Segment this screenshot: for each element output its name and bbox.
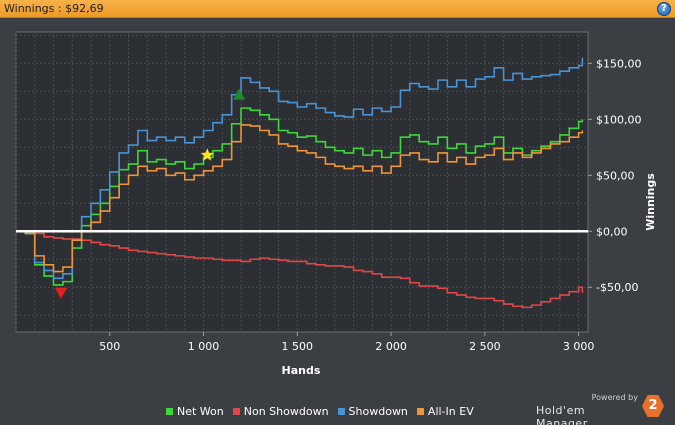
y-axis-title: Winnings: [644, 173, 657, 231]
y-tick-label: $100,00: [596, 113, 642, 126]
x-tick-label: 3 000: [563, 340, 595, 353]
series-group: [16, 57, 584, 309]
title-bar: Winnings : $92,69 ?: [0, 0, 675, 18]
y-tick-label: -$50,00: [596, 281, 638, 294]
x-axis-ticks: 500 1 000 1 500 2 000 2 500 3 000: [99, 332, 594, 353]
y-tick-label: $50,00: [596, 169, 635, 182]
brand: Powered by Hold'em Manager 2: [536, 393, 666, 425]
legend-item-all-in-ev[interactable]: All-In EV: [416, 404, 474, 418]
legend: Net Won Non Showdown Showdown All-In EV: [166, 404, 483, 418]
legend-label: Showdown: [348, 404, 408, 418]
help-icon[interactable]: ?: [657, 2, 671, 16]
legend-label: Non Showdown: [243, 404, 329, 418]
hm2-logo-icon: 2: [642, 395, 664, 417]
x-axis-title: Hands: [282, 364, 321, 377]
markers: [55, 88, 246, 299]
low-point-marker: [55, 287, 68, 299]
x-tick-label: 2 000: [375, 340, 407, 353]
x-tick-label: 1 000: [188, 340, 220, 353]
powered-by-text: Powered by: [591, 393, 638, 402]
legend-item-showdown[interactable]: Showdown: [337, 404, 408, 418]
legend-item-non-showdown[interactable]: Non Showdown: [232, 404, 329, 418]
legend-swatch: [416, 407, 424, 415]
legend-label: All-In EV: [427, 404, 474, 418]
winnings-chart: 500 1 000 1 500 2 000 2 500 3 000 $150,00 $100…: [0, 19, 675, 399]
high-point-marker: [233, 88, 246, 100]
legend-swatch: [337, 407, 345, 415]
brand-name: Hold'em Manager: [536, 404, 588, 425]
x-tick-label: 1 500: [282, 340, 314, 353]
y-axis-ticks: $150,00 $100,00 $50,00 $0,00 -$50,00: [588, 57, 642, 294]
series-line-all-in-ev: [16, 124, 584, 273]
star-marker: [200, 148, 214, 161]
y-tick-label: $150,00: [596, 57, 642, 70]
legend-label: Net Won: [177, 404, 224, 418]
series-line-net-won: [16, 107, 584, 286]
x-tick-label: 2 500: [469, 340, 501, 353]
x-tick-label: 500: [99, 340, 120, 353]
window-title: Winnings : $92,69: [4, 2, 104, 15]
legend-item-net-won[interactable]: Net Won: [166, 404, 224, 418]
series-line-showdown: [16, 57, 584, 280]
series-line-non-showdown: [16, 230, 584, 309]
y-tick-label: $0,00: [596, 225, 628, 238]
legend-swatch: [166, 407, 173, 415]
plot-area: [15, 31, 589, 333]
legend-swatch: [232, 407, 240, 415]
